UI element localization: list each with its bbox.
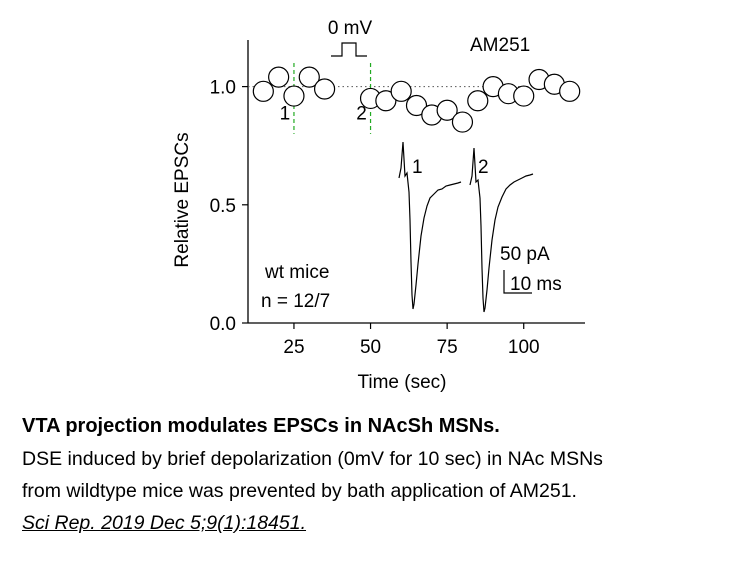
data-point [451,111,474,133]
x-tick-label: 25 [283,337,304,358]
trace-1-label: 1 [412,157,423,178]
n-label: n = 12/7 [261,291,330,312]
epsc-chart: 0.0 0.5 1.0 25 50 75 100 Relative EPSCs Time … [172,18,585,393]
data-point [298,66,320,88]
caption-line-2: from wildtype mice was prevented by bath… [22,480,577,502]
epsc-trace-inset: 1 2 50 pA 10 ms [398,141,562,313]
data-point [375,90,397,112]
data-point [467,90,489,112]
time-marker-label: 1 [280,104,291,125]
stim-label: 0 mV [328,18,373,39]
caption-reference-link[interactable]: Sci Rep. 2019 Dec 5;9(1):18451. [22,512,307,534]
y-axis-label: Relative EPSCs [172,132,193,267]
data-point [268,66,290,88]
data-point [252,80,274,102]
x-axis-label: Time (sec) [357,372,446,393]
scale-bar [503,270,532,294]
group-label: wt mice [264,262,329,283]
time-marker-label: 2 [356,104,367,125]
scale-amp-label: 50 pA [500,244,550,265]
stim-pulse-icon [331,42,367,57]
data-point [559,80,581,102]
trace-2-label: 2 [478,157,489,178]
y-tick-label: 1.0 [210,78,236,99]
y-tick-label: 0.0 [210,314,236,335]
data-point [313,78,336,100]
epsc-trace-2 [469,147,534,313]
data-points [252,66,581,133]
x-tick-label: 75 [437,337,458,358]
x-tick-label: 50 [360,337,381,358]
caption-line-1: DSE induced by brief depolarization (0mV… [22,448,603,470]
scale-time-label: 10 ms [510,274,562,295]
data-point [405,94,428,117]
epsc-trace-1 [398,141,462,310]
y-tick-label: 0.5 [210,196,236,217]
x-ticks: 25 50 75 100 [283,323,540,358]
y-ticks: 0.0 0.5 1.0 [210,78,248,335]
data-point [390,80,412,102]
x-tick-label: 100 [508,337,540,358]
caption-title: VTA projection modulates EPSCs in NAcSh … [22,415,500,437]
data-point [436,99,458,121]
data-point [283,85,305,107]
data-point [513,85,535,107]
drug-label: AM251 [470,35,530,56]
